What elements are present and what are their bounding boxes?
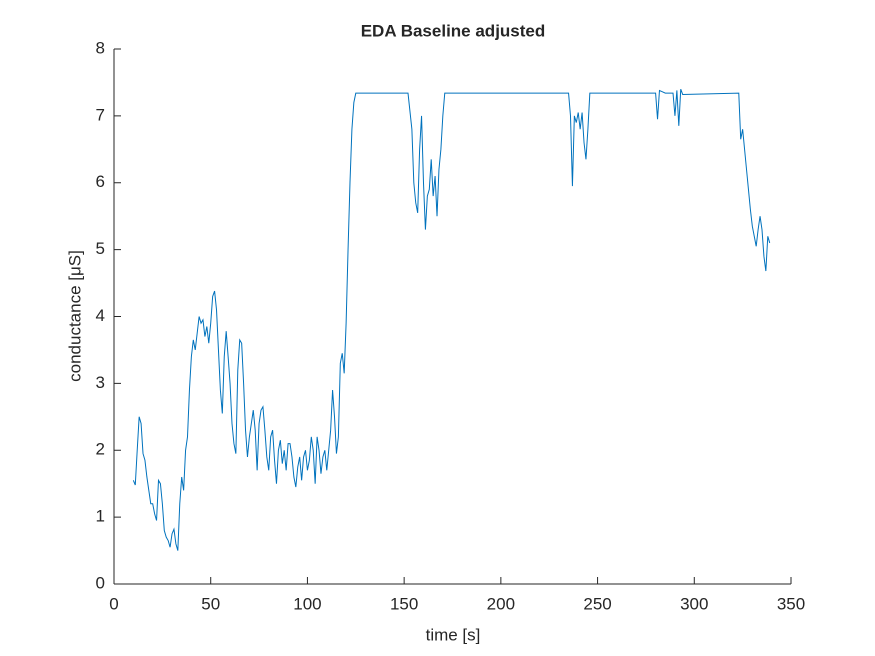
x-tick-label: 50 [201,594,220,613]
y-tick-label: 5 [96,239,105,258]
y-tick-label: 7 [96,105,105,124]
y-tick-label: 4 [96,306,105,325]
x-tick-label: 200 [487,594,515,613]
x-axis-label: time [s] [426,625,481,644]
y-tick-label: 0 [96,573,105,592]
y-tick-label: 8 [96,38,105,57]
y-tick-label: 3 [96,373,105,392]
y-tick-label: 6 [96,172,105,191]
chart-title: EDA Baseline adjusted [361,21,546,40]
x-tick-label: 300 [680,594,708,613]
x-tick-label: 100 [293,594,321,613]
x-tick-label: 350 [777,594,805,613]
x-tick-label: 150 [390,594,418,613]
y-tick-label: 1 [96,507,105,526]
y-tick-label: 2 [96,440,105,459]
x-tick-label: 250 [583,594,611,613]
y-axis-label: conductance [μS] [65,250,84,382]
data-line [132,88,771,551]
x-tick-label: 0 [109,594,118,613]
